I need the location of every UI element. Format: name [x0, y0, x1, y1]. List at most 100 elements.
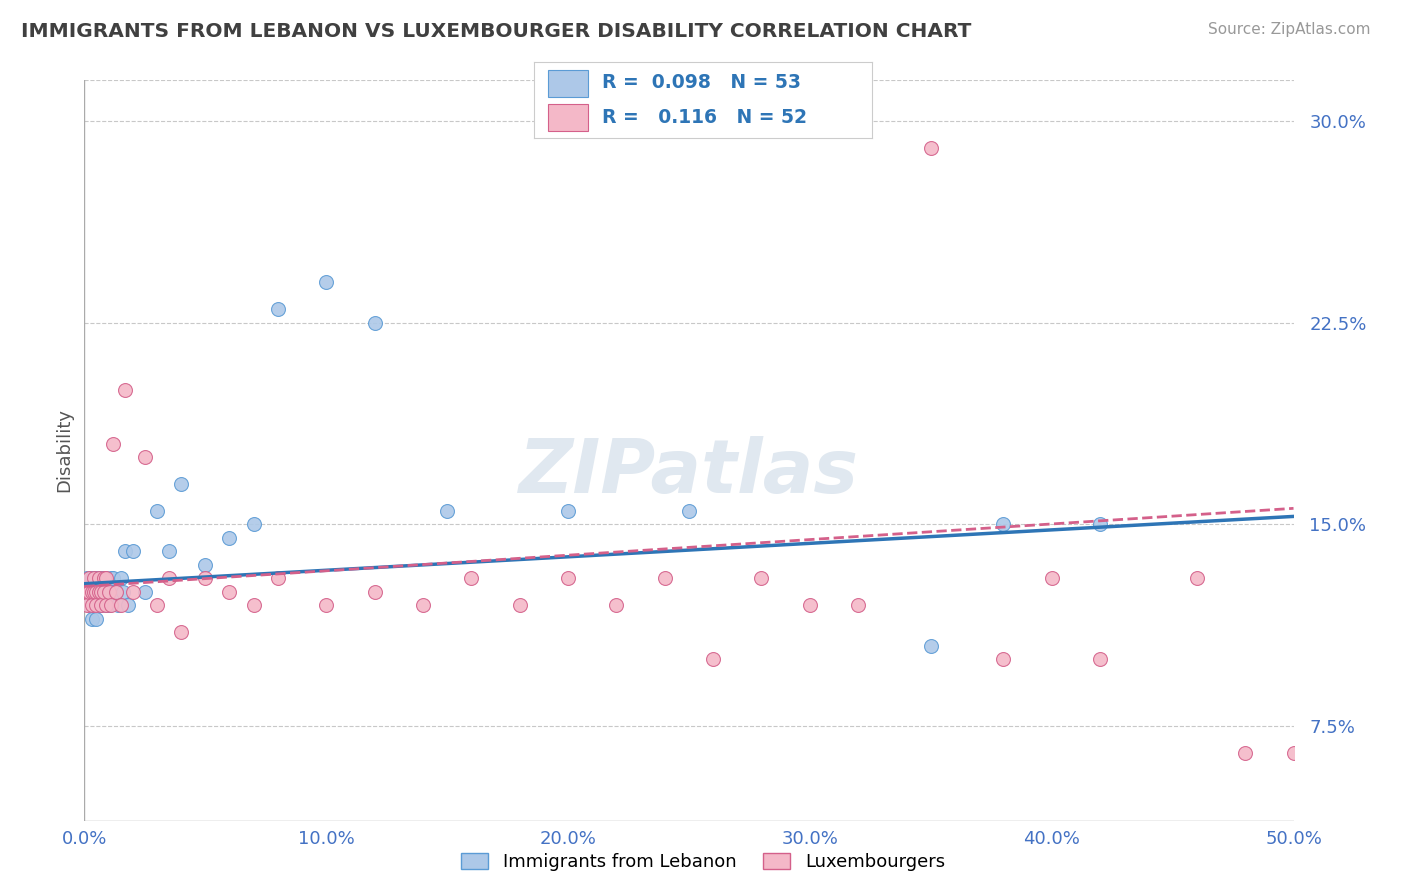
Y-axis label: Disability: Disability [55, 409, 73, 492]
Point [1185, 571, 1208, 585]
Point [993, 652, 1015, 666]
Point [86, 571, 108, 585]
Point [86, 599, 108, 613]
Point [87, 584, 110, 599]
Point [77, 571, 100, 585]
Point [605, 599, 627, 613]
Point [90, 599, 112, 613]
Point [242, 517, 264, 532]
Point [100, 584, 122, 599]
Point [94, 599, 117, 613]
Point [104, 584, 127, 599]
Point [83, 584, 105, 599]
Point [90, 584, 112, 599]
Point [920, 140, 942, 154]
Point [509, 599, 531, 613]
Point [104, 584, 127, 599]
Point [83, 571, 105, 585]
Point [1040, 571, 1063, 585]
Point [83, 599, 105, 613]
Point [80, 612, 103, 626]
Point [242, 599, 264, 613]
Point [77, 584, 100, 599]
Point [76, 584, 98, 599]
Point [194, 571, 217, 585]
Point [86, 612, 108, 626]
Point [80, 584, 103, 599]
Point [107, 599, 129, 613]
Point [93, 584, 115, 599]
Point [100, 599, 122, 613]
Point [90, 571, 112, 585]
Point [157, 571, 180, 585]
Point [97, 599, 120, 613]
Point [218, 584, 240, 599]
Text: R =   0.116   N = 52: R = 0.116 N = 52 [602, 108, 807, 127]
Point [460, 571, 482, 585]
Point [194, 558, 217, 572]
Text: R =  0.098   N = 53: R = 0.098 N = 53 [602, 73, 801, 93]
Point [90, 599, 112, 613]
Point [80, 571, 103, 585]
Point [146, 599, 169, 613]
Point [846, 599, 869, 613]
Point [157, 544, 180, 558]
FancyBboxPatch shape [548, 70, 588, 96]
Point [1088, 517, 1111, 532]
Point [76, 571, 98, 585]
Point [363, 584, 385, 599]
Point [267, 302, 290, 317]
Point [121, 584, 143, 599]
Point [702, 652, 724, 666]
Point [86, 599, 108, 613]
Point [93, 584, 115, 599]
Point [80, 599, 103, 613]
Point [412, 599, 434, 613]
Point [134, 450, 156, 465]
Point [170, 625, 193, 640]
Point [90, 584, 112, 599]
Point [97, 584, 120, 599]
Point [86, 584, 108, 599]
Legend: Immigrants from Lebanon, Luxembourgers: Immigrants from Lebanon, Luxembourgers [454, 846, 952, 879]
Point [267, 571, 290, 585]
Point [94, 571, 117, 585]
Point [87, 599, 110, 613]
Point [920, 639, 942, 653]
Point [557, 571, 579, 585]
Point [93, 571, 115, 585]
Point [97, 584, 120, 599]
Text: ZIPatlas: ZIPatlas [519, 436, 859, 509]
Point [77, 599, 100, 613]
Point [76, 584, 98, 599]
Point [121, 544, 143, 558]
Point [76, 599, 98, 613]
Point [110, 599, 132, 613]
Point [114, 544, 136, 558]
Point [678, 504, 700, 518]
Point [94, 599, 117, 613]
Text: IMMIGRANTS FROM LEBANON VS LUXEMBOURGER DISABILITY CORRELATION CHART: IMMIGRANTS FROM LEBANON VS LUXEMBOURGER … [21, 22, 972, 41]
FancyBboxPatch shape [548, 104, 588, 130]
Point [993, 517, 1015, 532]
Point [103, 436, 125, 450]
Point [83, 584, 105, 599]
Point [100, 571, 122, 585]
Point [80, 584, 103, 599]
Point [134, 584, 156, 599]
Point [146, 504, 169, 518]
Point [83, 571, 105, 585]
Point [751, 571, 773, 585]
Point [94, 571, 117, 585]
Point [218, 531, 240, 545]
Point [799, 599, 821, 613]
Point [1088, 652, 1111, 666]
Point [93, 571, 115, 585]
Point [77, 584, 100, 599]
Point [112, 584, 135, 599]
Point [103, 571, 125, 585]
Point [87, 571, 110, 585]
Point [87, 584, 110, 599]
Point [86, 584, 108, 599]
Point [315, 599, 337, 613]
